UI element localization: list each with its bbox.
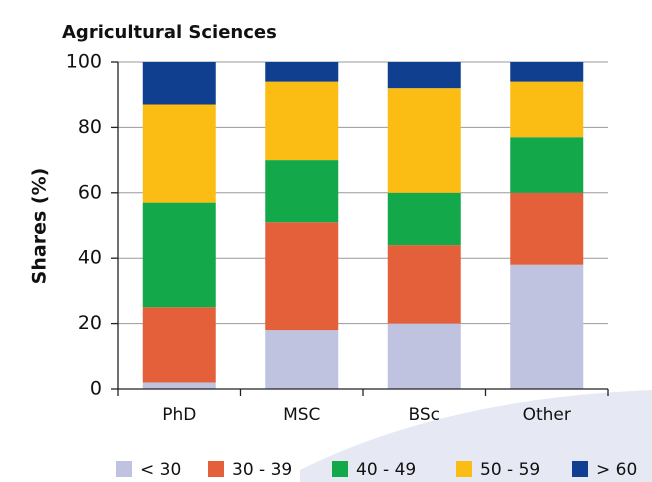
- chart-title: Agricultural Sciences: [62, 22, 277, 43]
- x-tick-label: BSc: [408, 405, 440, 425]
- legend-label: > 60: [596, 460, 637, 480]
- bar-segment: [142, 104, 216, 203]
- legend-swatch: [116, 461, 132, 477]
- legend-swatch: [456, 461, 472, 477]
- bar-segment: [387, 245, 461, 324]
- bar-segment: [265, 81, 339, 161]
- y-tick-label: 0: [90, 378, 102, 400]
- bar-segment: [265, 222, 339, 331]
- y-tick-label: 40: [78, 247, 102, 269]
- y-tick-label: 60: [78, 181, 102, 203]
- x-tick-label: PhD: [162, 405, 196, 425]
- bar-segment: [387, 88, 461, 193]
- legend-swatch: [208, 461, 224, 477]
- bar-segment: [387, 62, 461, 89]
- background-swoosh: [300, 390, 652, 482]
- legend-label: 50 - 59: [480, 460, 540, 480]
- legend-label: 40 - 49: [356, 460, 416, 480]
- bar-segment: [510, 264, 584, 389]
- y-axis-label: Shares (%): [29, 168, 51, 285]
- bar-segment: [142, 202, 216, 308]
- bar-segment: [387, 323, 461, 389]
- legend-swatch: [332, 461, 348, 477]
- bar-segment: [510, 62, 584, 82]
- bar-segment: [265, 330, 339, 389]
- y-tick-label: 20: [78, 312, 102, 334]
- bar-segment: [510, 192, 584, 265]
- legend-label: 30 - 39: [232, 460, 292, 480]
- legend-label: < 30: [140, 460, 181, 480]
- y-tick-label: 80: [78, 116, 102, 138]
- x-tick-label: MSC: [283, 405, 320, 425]
- bar-segment: [142, 382, 216, 389]
- bar-segment: [510, 81, 584, 138]
- legend-swatch: [572, 461, 588, 477]
- bar-segment: [142, 62, 216, 105]
- bar-segment: [142, 307, 216, 383]
- bar-segment: [265, 62, 339, 82]
- x-tick-label: Other: [523, 405, 571, 425]
- bar-segment: [510, 137, 584, 193]
- bar-segment: [265, 160, 339, 223]
- y-tick-label: 100: [66, 51, 102, 73]
- bar-segment: [387, 192, 461, 246]
